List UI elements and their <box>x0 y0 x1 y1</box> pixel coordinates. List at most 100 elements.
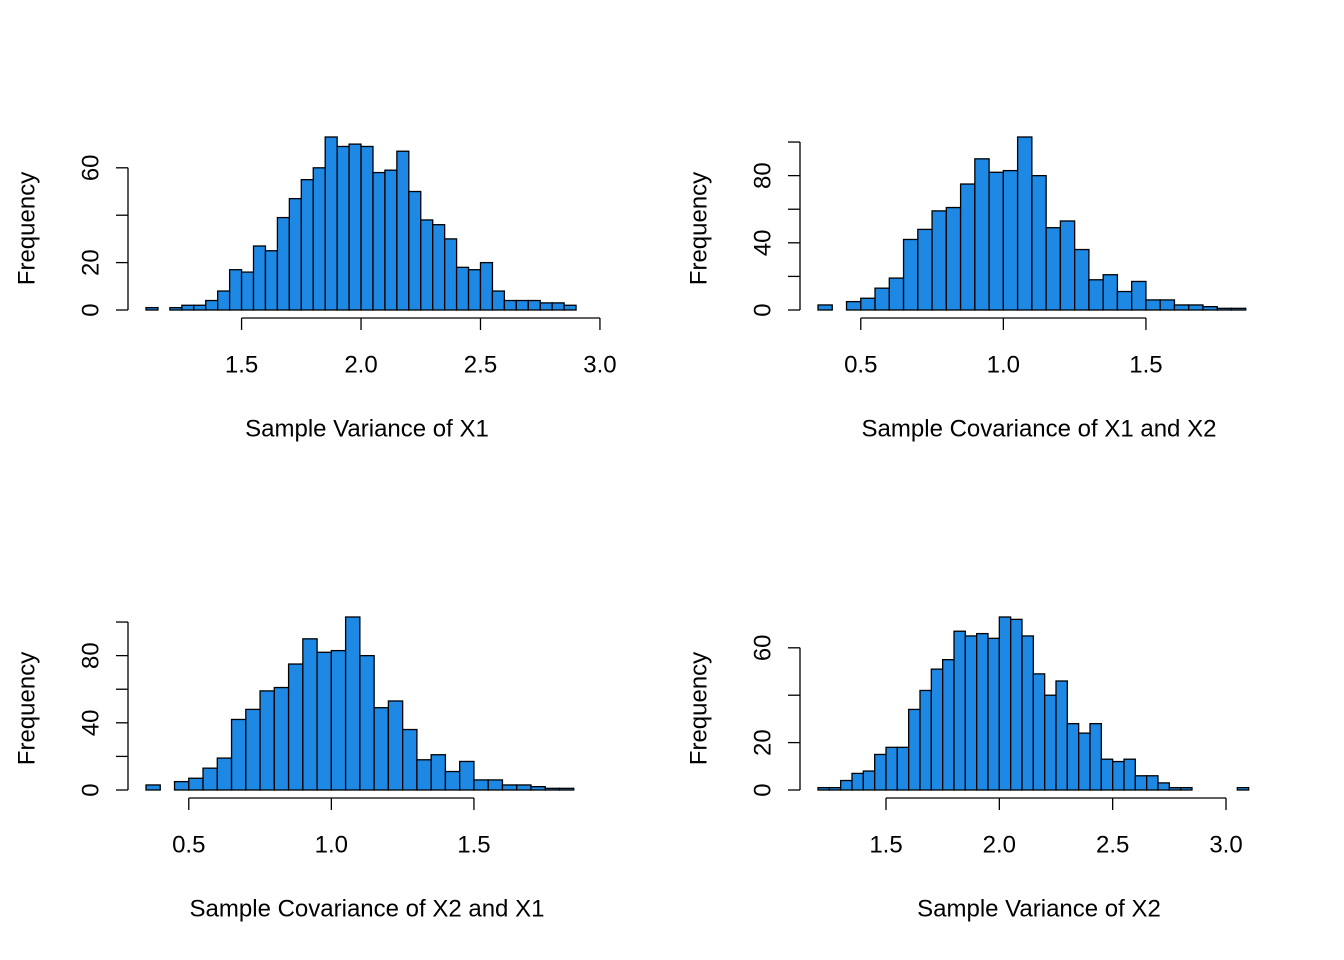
histogram-bar <box>145 306 159 311</box>
histogram-bar <box>851 772 864 791</box>
histogram-bar <box>396 150 410 311</box>
histogram-bar <box>1188 304 1204 311</box>
histogram-bar <box>1021 635 1034 791</box>
histogram-bar <box>1134 775 1148 791</box>
histogram-bar <box>360 145 374 311</box>
x-tick-label: 3.0 <box>583 351 616 378</box>
histogram-bar <box>491 290 506 311</box>
histogram-bar <box>401 728 418 791</box>
y-tick-label: 0 <box>77 303 104 316</box>
histogram-bar <box>273 686 290 791</box>
x-axis-title: Sample Covariance of X2 and X1 <box>190 895 545 922</box>
histogram-bar <box>551 302 565 311</box>
histogram-bar <box>302 638 318 791</box>
histogram-bar <box>1031 174 1047 311</box>
histogram-bar <box>1066 722 1080 791</box>
y-tick-label: 80 <box>77 642 104 669</box>
histogram-bar <box>373 707 390 791</box>
histogram-bar <box>1236 786 1250 791</box>
histogram-bar <box>1059 220 1076 311</box>
histogram-bar <box>1173 304 1190 311</box>
histogram-bar <box>817 786 830 791</box>
histogram-bar <box>888 277 905 311</box>
histogram-bar <box>503 299 517 311</box>
histogram-bar <box>479 261 494 311</box>
histogram-bar <box>348 143 362 311</box>
histogram-bar <box>964 635 978 791</box>
histogram-bar <box>558 787 575 791</box>
histogram-bar <box>1089 722 1102 791</box>
histogram-bar <box>908 708 921 791</box>
y-tick-label: 60 <box>749 634 776 661</box>
histogram-bar <box>444 770 461 791</box>
histogram-bar <box>1131 280 1147 311</box>
x-tick-label: 2.0 <box>983 831 1016 858</box>
x-tick-label: 2.5 <box>464 351 497 378</box>
histogram-bar <box>416 759 432 791</box>
histogram-bar <box>387 700 404 791</box>
y-axis-title: Frequency <box>13 172 40 285</box>
histogram-bar <box>430 754 447 791</box>
histogram-bar <box>443 238 458 311</box>
histogram-bar <box>1159 299 1176 311</box>
histogram-bar <box>336 145 350 311</box>
x-tick-label: 0.5 <box>844 351 877 378</box>
histogram-bar <box>169 306 183 311</box>
histogram-bar <box>1100 758 1114 791</box>
histogram-bar <box>539 302 553 311</box>
y-tick-label: 40 <box>77 709 104 736</box>
histogram-bar <box>228 269 243 311</box>
histogram-bar <box>1010 618 1023 791</box>
histogram-panel-3: 0.5 1.0 1.5 0 40 80 Sample Covariance of X2 an… <box>13 616 575 922</box>
x-tick-label: 2.5 <box>1096 831 1129 858</box>
histogram-bar <box>544 787 561 791</box>
histogram-bar <box>240 271 255 311</box>
y-tick-label: 0 <box>749 783 776 796</box>
histogram-bar <box>455 266 470 311</box>
histogram-bar <box>885 746 898 791</box>
histogram-bar <box>459 760 475 791</box>
histogram-bar <box>1116 290 1133 311</box>
histogram-bar <box>1088 279 1104 311</box>
y-tick-label: 60 <box>77 154 104 181</box>
histogram-bar <box>845 300 862 311</box>
histogram-bar <box>501 784 518 791</box>
histogram-bar <box>467 269 482 311</box>
histogram-bar <box>874 287 890 311</box>
histogram-bar <box>245 708 261 791</box>
histogram-bar <box>902 238 919 311</box>
histogram-bar <box>359 654 375 791</box>
histogram-bar <box>384 169 398 311</box>
histogram-bar <box>988 171 1005 311</box>
x-tick-label: 1.0 <box>987 351 1020 378</box>
histogram-bar <box>1078 732 1091 791</box>
histogram-bar <box>188 777 204 791</box>
histogram-bar <box>862 770 876 791</box>
x-tick-label: 0.5 <box>172 831 205 858</box>
x-tick-label: 1.5 <box>1129 351 1162 378</box>
histogram-bar <box>976 632 989 791</box>
y-tick-label: 80 <box>749 162 776 189</box>
histogram-bar <box>1055 680 1068 791</box>
histogram-bar <box>264 250 279 311</box>
histogram-bar <box>1202 305 1218 311</box>
histogram-bar <box>276 216 291 311</box>
histogram-bar <box>516 784 532 791</box>
histogram-bar <box>987 637 1000 791</box>
histogram-bar <box>487 779 504 791</box>
x-tick-label: 3.0 <box>1209 831 1242 858</box>
histogram-bar <box>205 299 219 311</box>
histogram-bar <box>288 197 302 311</box>
histogram-bar <box>998 616 1012 791</box>
histogram-panel-2: 0.5 1.0 1.5 0 40 80 Sample Covariance of X1 an… <box>685 136 1247 442</box>
y-tick-label: 40 <box>749 229 776 256</box>
histogram-bar <box>1123 758 1136 791</box>
histogram-bar <box>259 690 275 791</box>
histogram-bar <box>216 757 233 791</box>
histogram-bar <box>530 785 546 791</box>
x-tick-label: 1.0 <box>315 831 348 858</box>
histogram-bar <box>930 668 944 791</box>
histogram-bar <box>1145 299 1161 311</box>
y-axis-title: Frequency <box>685 652 712 765</box>
histogram-bar <box>1216 307 1233 311</box>
